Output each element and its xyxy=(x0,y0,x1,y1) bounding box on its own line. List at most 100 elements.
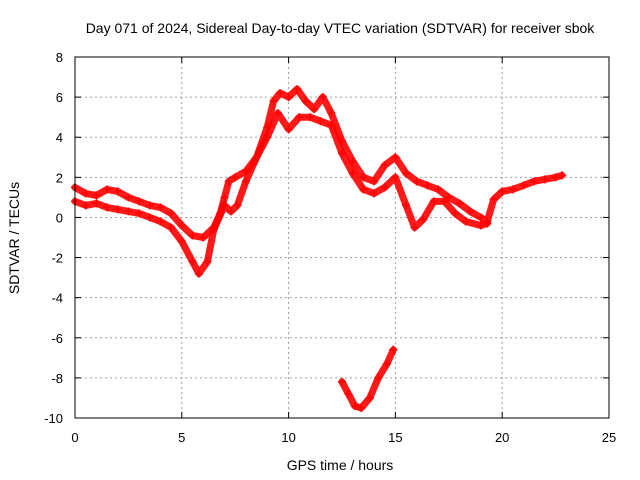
data-point-marker xyxy=(551,173,560,182)
data-point-marker xyxy=(209,225,218,234)
y-tick-label: 0 xyxy=(56,210,63,225)
data-point-marker xyxy=(293,85,302,94)
data-point-marker xyxy=(273,109,282,118)
data-point-marker xyxy=(241,177,250,186)
data-point-marker xyxy=(519,181,528,190)
data-point-marker xyxy=(476,213,485,222)
data-point-marker xyxy=(167,209,176,218)
data-point-marker xyxy=(156,217,165,226)
data-point-marker xyxy=(156,203,165,212)
data-point-marker xyxy=(374,373,383,382)
data-point-marker xyxy=(483,219,492,228)
data-point-marker xyxy=(498,187,507,196)
data-point-marker xyxy=(508,185,517,194)
data-point-marker xyxy=(113,187,122,196)
data-point-marker xyxy=(402,169,411,178)
data-point-marker xyxy=(194,269,203,278)
x-axis-label: GPS time / hours xyxy=(287,457,394,473)
data-point-marker xyxy=(382,359,391,368)
x-tick-label: 20 xyxy=(495,430,509,445)
y-tick-label: 4 xyxy=(56,130,63,145)
data-point-marker xyxy=(231,173,240,182)
data-point-marker xyxy=(177,237,186,246)
data-point-marker xyxy=(344,389,353,398)
data-point-marker xyxy=(359,173,368,182)
data-point-marker xyxy=(188,231,197,240)
data-point-marker xyxy=(338,149,346,158)
grid xyxy=(75,57,609,418)
data-point-marker xyxy=(103,185,112,194)
data-point-marker xyxy=(455,199,464,208)
data-point-marker xyxy=(203,257,212,266)
x-tick-label: 25 xyxy=(602,430,616,445)
data-point-marker xyxy=(444,193,453,202)
data-point-marker xyxy=(338,377,346,386)
data-point-marker xyxy=(224,177,233,186)
data-point-marker xyxy=(327,121,336,130)
data-point-marker xyxy=(310,105,319,114)
chart-title: Day 071 of 2024, Sidereal Day-to-day VTE… xyxy=(86,20,596,36)
data-point-marker xyxy=(370,189,379,198)
data-point-marker xyxy=(316,117,325,126)
data-point-marker xyxy=(402,201,411,210)
data-point-marker xyxy=(263,133,272,142)
data-point-marker xyxy=(476,221,485,230)
data-point-marker xyxy=(540,175,549,184)
series-band-upper xyxy=(71,85,566,241)
data-point-marker xyxy=(167,223,176,232)
data-point-marker xyxy=(124,193,133,202)
y-tick-label: -6 xyxy=(51,331,63,346)
data-point-marker xyxy=(145,213,154,222)
data-point-marker xyxy=(348,169,357,178)
data-point-marker xyxy=(124,207,133,216)
x-tick-label: 0 xyxy=(71,430,78,445)
x-tick-label: 5 xyxy=(178,430,185,445)
data-point-marker xyxy=(284,93,293,102)
data-point-marker xyxy=(81,189,90,198)
data-point-marker xyxy=(252,153,261,162)
data-point-marker xyxy=(103,203,112,212)
data-point-marker xyxy=(419,215,428,224)
x-tick-label: 15 xyxy=(388,430,402,445)
y-tick-label: -8 xyxy=(51,371,63,386)
data-point-marker xyxy=(269,97,278,106)
series-arc-negative xyxy=(338,346,397,412)
data-point-marker xyxy=(440,197,449,206)
data-point-marker xyxy=(558,171,567,180)
data-point-marker xyxy=(233,201,242,210)
data-point-marker xyxy=(466,207,475,216)
y-tick-label: -10 xyxy=(44,411,63,426)
data-series xyxy=(71,85,567,412)
y-tick-label: -4 xyxy=(51,291,63,306)
data-point-marker xyxy=(350,401,359,410)
data-point-marker xyxy=(412,177,421,186)
data-point-marker xyxy=(92,191,101,200)
data-point-marker xyxy=(410,223,419,232)
y-tick-label: 2 xyxy=(56,170,63,185)
data-point-marker xyxy=(220,193,229,202)
data-point-marker xyxy=(327,109,336,118)
data-point-marker xyxy=(359,185,368,194)
data-point-marker xyxy=(199,233,208,242)
data-point-marker xyxy=(357,403,366,412)
data-point-marker xyxy=(295,113,304,122)
y-tick-label: 6 xyxy=(56,90,63,105)
plot-frame xyxy=(74,56,610,419)
data-point-marker xyxy=(530,177,539,186)
data-point-marker xyxy=(305,113,314,122)
y-tick-label: 8 xyxy=(56,50,63,65)
data-point-marker xyxy=(318,93,327,102)
data-point-marker xyxy=(145,201,154,210)
y-tick-label: -2 xyxy=(51,251,63,266)
data-point-marker xyxy=(92,199,101,208)
data-point-marker xyxy=(284,125,293,134)
data-point-marker xyxy=(188,257,197,266)
data-point-marker xyxy=(434,185,443,194)
data-point-marker xyxy=(389,345,398,354)
axis-ticks: 0 5 10 15 20 25 -10 -8 -6 -4 -2 0 2 4 6 8 xyxy=(44,50,616,445)
data-point-marker xyxy=(226,207,235,216)
data-point-marker xyxy=(380,183,389,192)
data-point-marker xyxy=(276,89,285,98)
data-point-marker xyxy=(370,177,379,186)
